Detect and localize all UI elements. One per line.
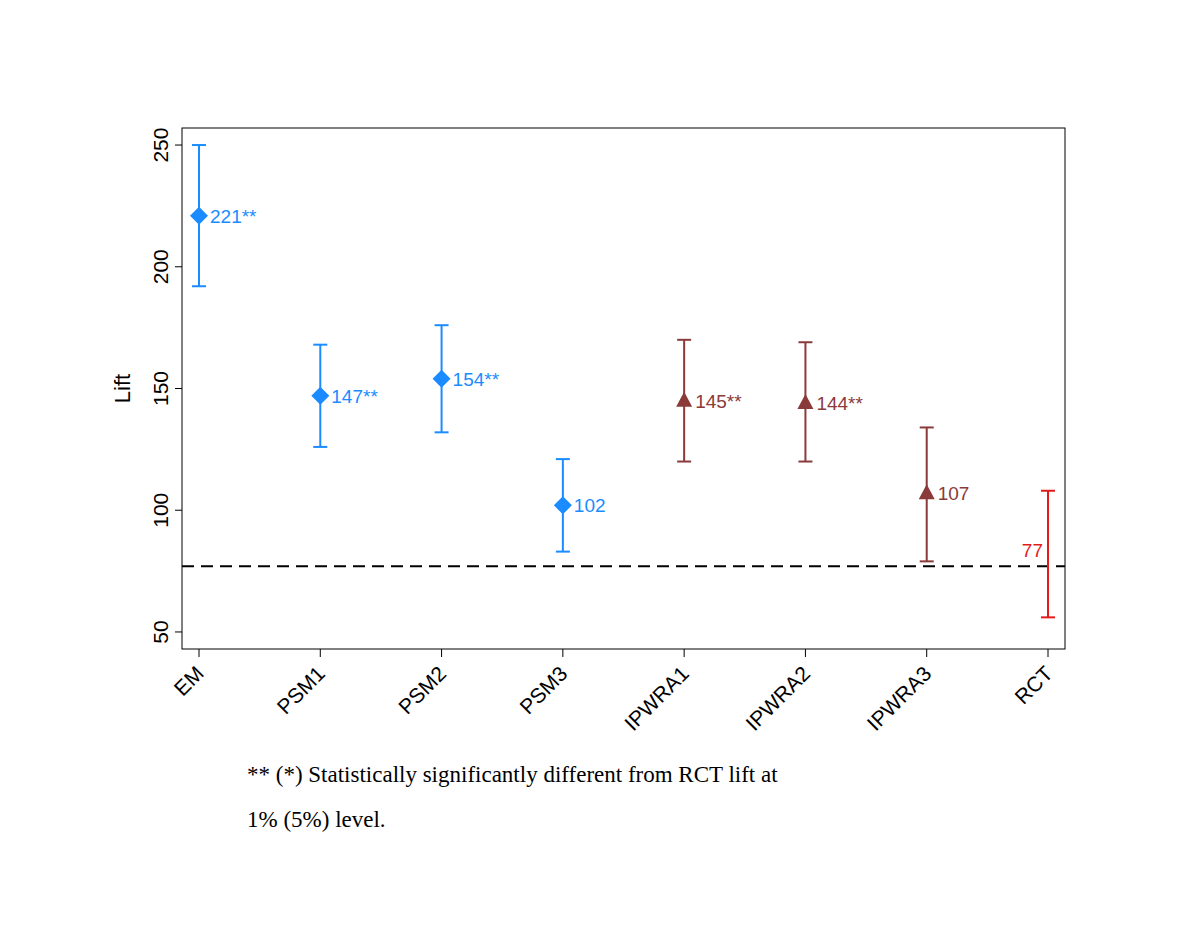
x-tick: [684, 649, 685, 657]
error-bar: [1041, 491, 1055, 618]
y-tick: [175, 388, 182, 389]
data-label: 107: [938, 483, 970, 504]
data-label: 145**: [695, 391, 742, 412]
error-bar-cap: [313, 446, 327, 448]
error-bar-cap: [313, 344, 327, 346]
error-bar-cap: [435, 324, 449, 326]
error-bar-cap: [677, 461, 691, 463]
error-bar-cap: [677, 339, 691, 341]
x-tick-label: PSM2: [394, 662, 451, 719]
point: [919, 484, 935, 499]
x-tick: [441, 649, 442, 657]
error-bar-cap: [798, 341, 812, 343]
x-tick: [1048, 649, 1049, 657]
y-tick: [175, 266, 182, 267]
error-bar-cap: [798, 461, 812, 463]
y-axis-label: Lift: [110, 374, 135, 403]
x-tick-label: IPWRA1: [620, 662, 693, 735]
error-bar-cap: [192, 285, 206, 287]
data-label: 221**: [210, 206, 257, 227]
x-tick: [562, 649, 563, 657]
x-tick: [926, 649, 927, 657]
error-bar-cap: [435, 431, 449, 433]
x-tick: [320, 649, 321, 657]
y-tick: [175, 145, 182, 146]
error-bar-cap: [556, 458, 570, 460]
x-tick-label: IPWRA2: [741, 662, 814, 735]
data-label: 147**: [331, 386, 378, 407]
error-bar: [798, 342, 812, 461]
point: [433, 370, 451, 388]
x-tick-label: PSM1: [272, 662, 329, 719]
x-tick: [805, 649, 806, 657]
x-tick: [199, 649, 200, 657]
error-bar: [677, 340, 691, 462]
point: [190, 207, 208, 225]
x-tick-label: IPWRA3: [862, 662, 935, 735]
error-bar-cap: [1041, 616, 1055, 618]
plot-frame: [182, 128, 1065, 649]
data-label: 144**: [816, 393, 863, 414]
error-bar-cap: [920, 560, 934, 562]
marks: [182, 145, 1065, 617]
y-tick-label: 250: [149, 128, 172, 163]
x-tick-label: EM: [169, 662, 208, 701]
error-bar-stem: [1047, 491, 1049, 618]
footnote: 1% (5%) level.: [247, 807, 386, 832]
x-tick-label: RCT: [1010, 661, 1057, 708]
data-label: 154**: [453, 369, 500, 390]
point: [554, 496, 572, 514]
error-bar-cap: [556, 551, 570, 553]
y-tick-label: 100: [149, 493, 172, 528]
y-tick-label: 150: [149, 371, 172, 406]
reference-line: [182, 565, 1065, 567]
data-label: 102: [574, 495, 606, 516]
y-tick: [175, 510, 182, 511]
y-tick: [175, 631, 182, 632]
data-label: 77: [1022, 540, 1043, 561]
point: [797, 394, 813, 409]
y-tick-label: 200: [149, 249, 172, 284]
error-bar-cap: [192, 144, 206, 146]
footnote: ** (*) Statistically significantly diffe…: [247, 762, 778, 787]
error-bar: [920, 427, 934, 561]
point: [311, 387, 329, 405]
data-labels: 221** 147** 154** 102 145** 144** 107 77: [210, 206, 1043, 562]
error-bar-cap: [1041, 490, 1055, 492]
chart: 50 100 150 200 250 Lift EM PSM1 PSM2 PSM3 IPWRA1 IP…: [0, 0, 1185, 941]
error-bar-cap: [920, 426, 934, 428]
point: [676, 392, 692, 407]
x-tick-label: PSM3: [515, 662, 572, 719]
y-tick-label: 50: [149, 620, 172, 643]
